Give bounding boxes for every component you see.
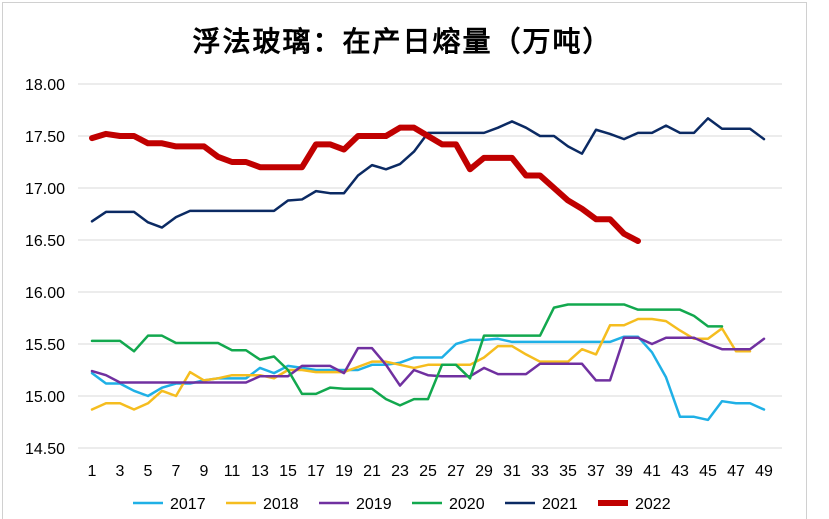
- x-tick-label: 45: [699, 463, 717, 480]
- series-line-2017: [90, 335, 766, 422]
- x-tick-label: 33: [531, 463, 549, 480]
- x-tick-label: 35: [559, 463, 577, 480]
- x-tick-label: 11: [224, 463, 241, 480]
- y-tick-label: 14.50: [25, 441, 65, 458]
- x-tick-label: 9: [200, 463, 209, 480]
- x-tick-label: 23: [391, 463, 409, 480]
- chart-frame: [2, 2, 807, 519]
- x-tick-label: 3: [116, 463, 125, 480]
- series-line-2020: [90, 303, 724, 407]
- series-line-2022: [89, 124, 641, 245]
- x-tick-label: 25: [419, 463, 437, 480]
- y-tick-label: 15.00: [25, 389, 65, 406]
- x-tick-label: 29: [475, 463, 493, 480]
- y-tick-label: 17.00: [25, 181, 65, 198]
- x-tick-label: 5: [144, 463, 153, 480]
- legend-label-2021: 2021: [542, 496, 578, 513]
- legend-label-2020: 2020: [449, 496, 485, 513]
- x-tick-label: 27: [447, 463, 465, 480]
- legend-label-2019: 2019: [356, 496, 392, 513]
- x-tick-label: 21: [363, 463, 381, 480]
- series-line-2019: [90, 336, 766, 387]
- x-tick-label: 13: [251, 463, 269, 480]
- x-tick-label: 15: [279, 463, 297, 480]
- x-tick-label: 17: [307, 463, 325, 480]
- y-tick-label: 16.50: [25, 233, 65, 250]
- x-tick-label: 43: [671, 463, 689, 480]
- x-tick-label: 47: [727, 463, 745, 480]
- chart-title: 浮法玻璃：在产日熔量（万吨）: [192, 25, 613, 58]
- x-tick-label: 7: [172, 463, 181, 480]
- x-tick-label: 37: [587, 463, 605, 480]
- y-tick-label: 15.50: [25, 337, 65, 354]
- y-tick-label: 16.00: [25, 285, 65, 302]
- x-tick-label: 39: [615, 463, 633, 480]
- legend-label-2018: 2018: [263, 496, 299, 513]
- x-tick-label: 49: [755, 463, 773, 480]
- x-tick-label: 1: [88, 463, 97, 480]
- legend-label-2017: 2017: [170, 496, 206, 513]
- x-tick-label: 19: [335, 463, 353, 480]
- legend-label-2022: 2022: [635, 496, 671, 513]
- y-tick-label: 17.50: [25, 129, 65, 146]
- series-line-2018: [90, 317, 752, 411]
- x-tick-label: 41: [643, 463, 661, 480]
- y-tick-label: 18.00: [25, 77, 65, 94]
- x-tick-label: 31: [503, 463, 521, 480]
